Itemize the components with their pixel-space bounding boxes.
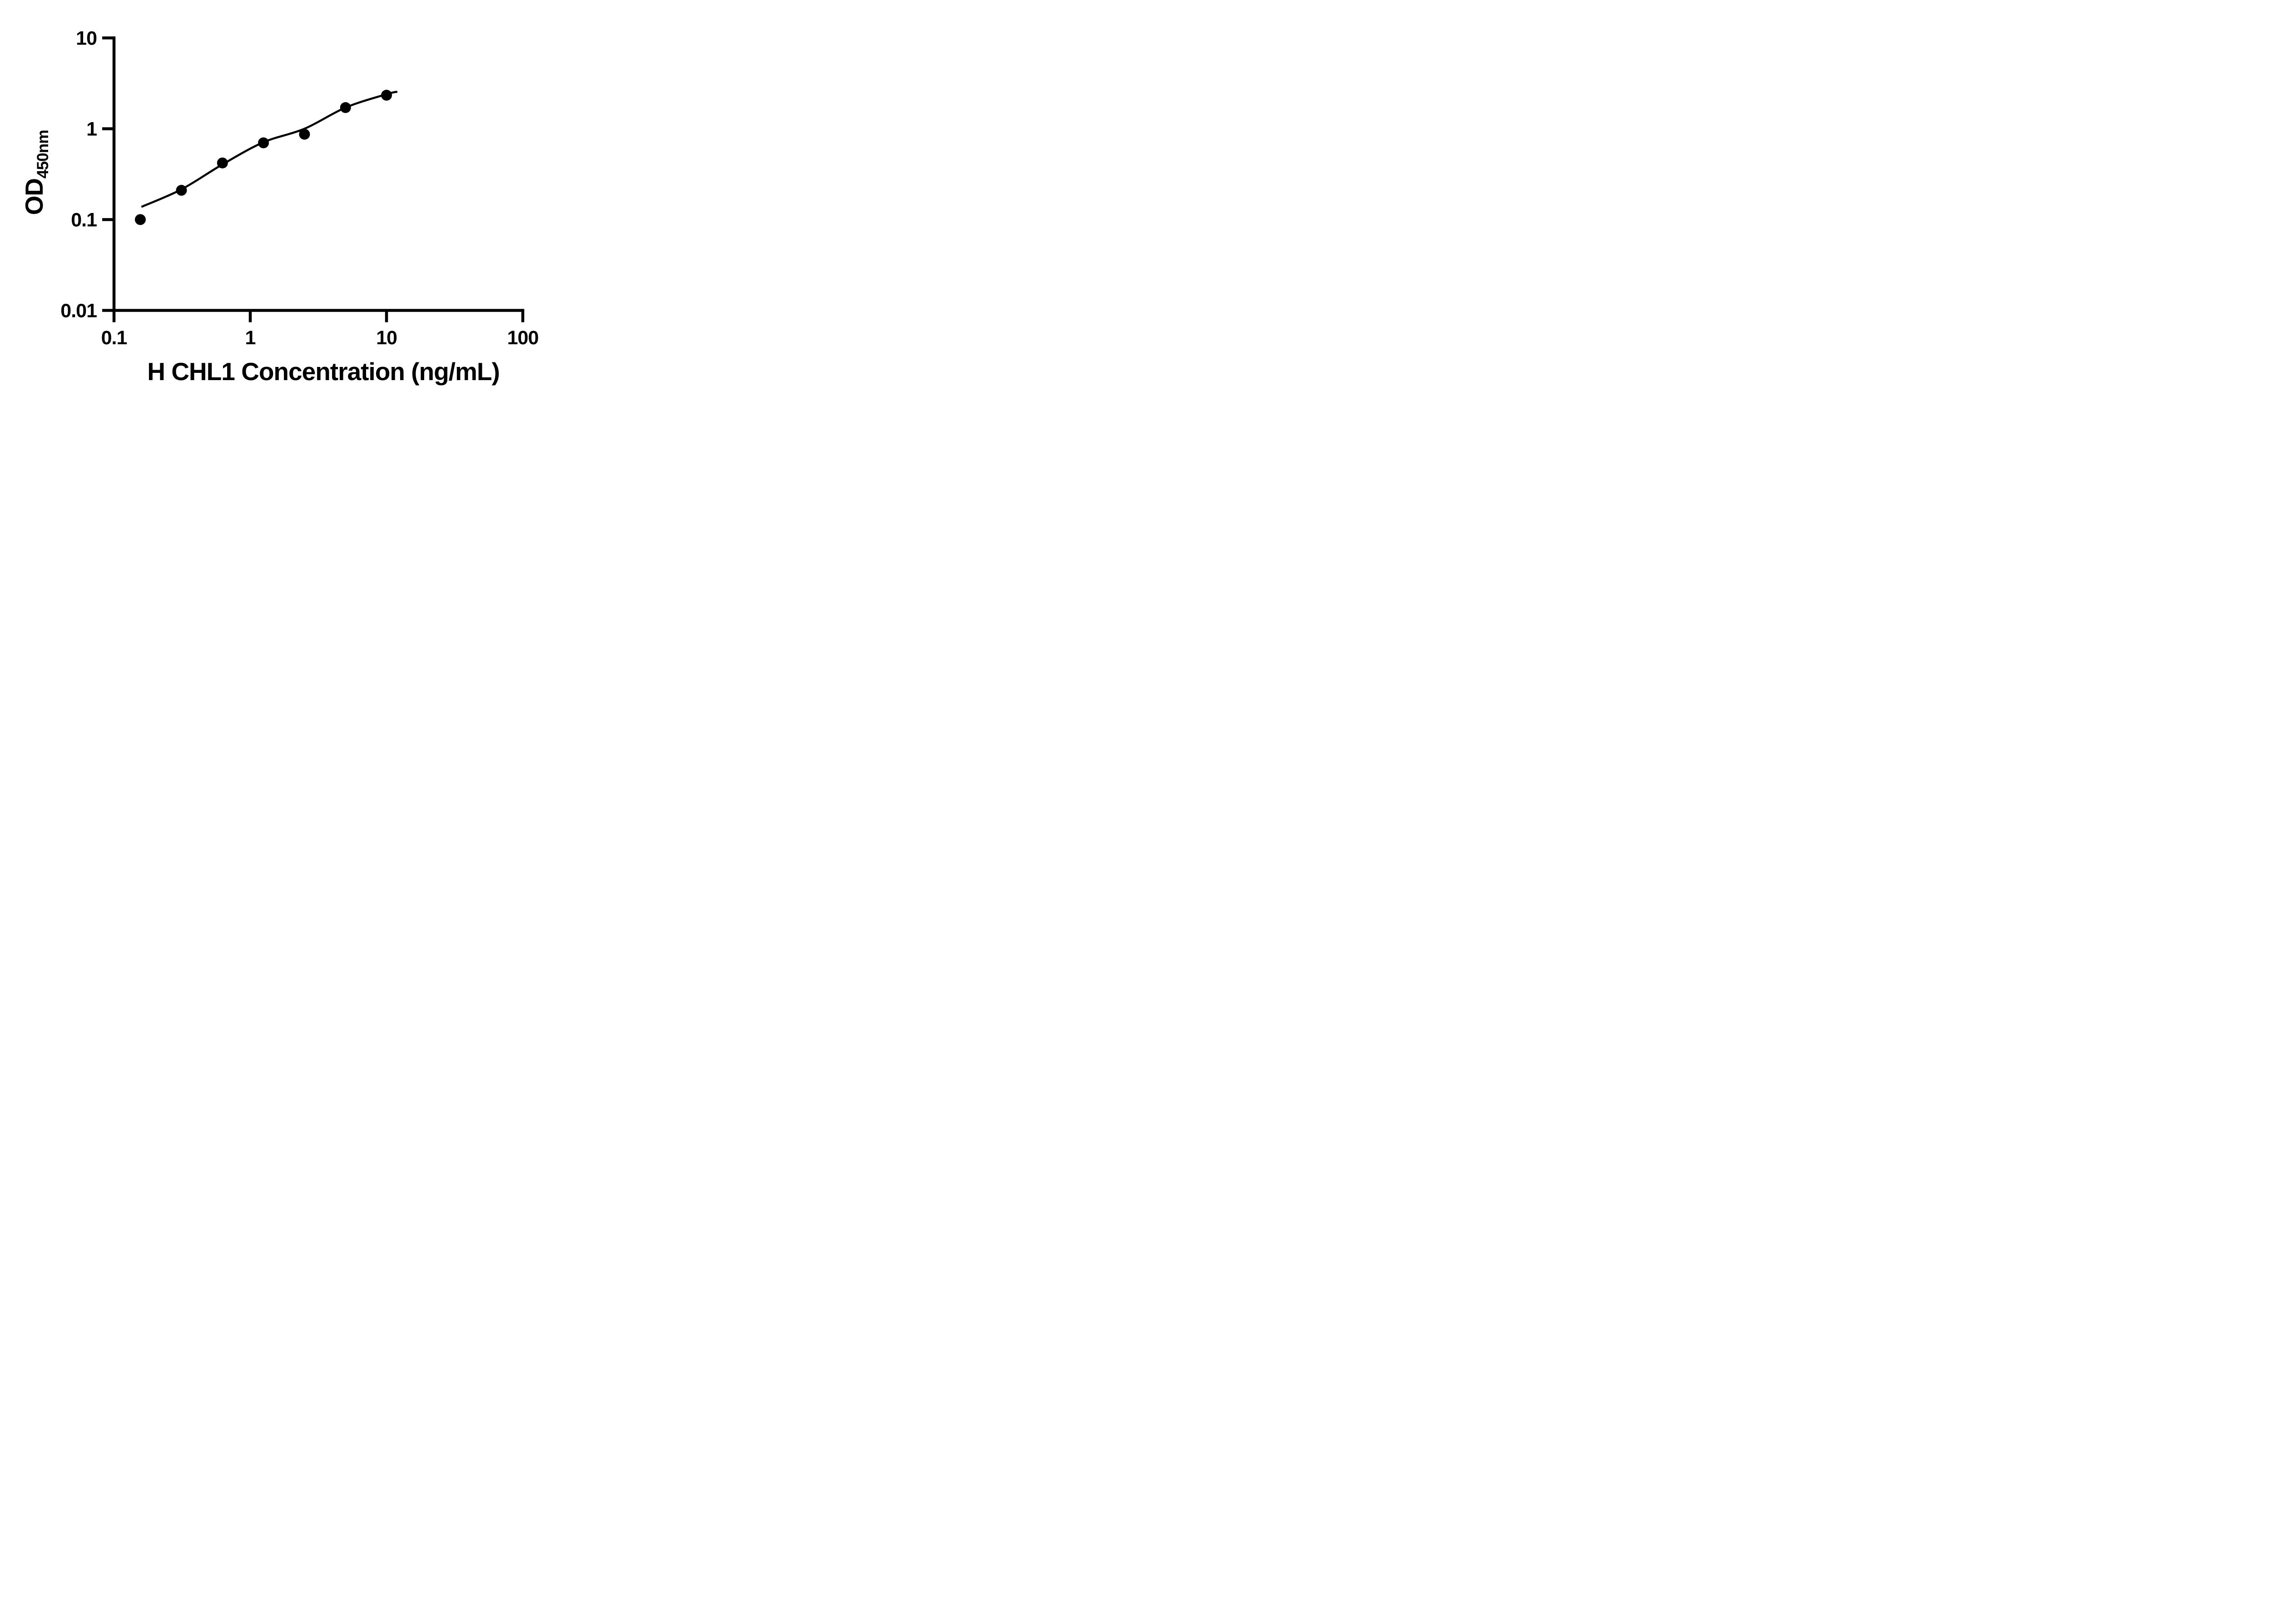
x-tick-label: 10 (376, 327, 397, 349)
y-tick-label: 0.01 (60, 300, 97, 322)
y-tick-label: 1 (86, 119, 97, 140)
data-point (258, 137, 269, 149)
data-point (217, 157, 228, 168)
data-point (340, 102, 351, 113)
data-point (176, 185, 187, 196)
y-axis-title-main: OD (20, 178, 49, 215)
x-tick-label: 0.1 (101, 327, 127, 349)
elisa-standard-curve-figure: 0.01 0.1 1 10 0.1 1 10 100 H CHL1 Concentration… (0, 0, 587, 406)
y-axis-title-subscript: 450nm (34, 130, 52, 179)
data-point (134, 214, 146, 225)
x-tick-label: 1 (245, 327, 256, 349)
data-point (381, 89, 392, 101)
y-tick-label: 10 (76, 28, 97, 50)
y-tick-label: 0.1 (71, 209, 97, 231)
y-axis-title: OD450nm (20, 130, 52, 215)
x-axis-title: H CHL1 Concentration (ng/mL) (147, 357, 500, 386)
x-tick-label: 100 (507, 327, 539, 349)
data-point (299, 129, 310, 140)
